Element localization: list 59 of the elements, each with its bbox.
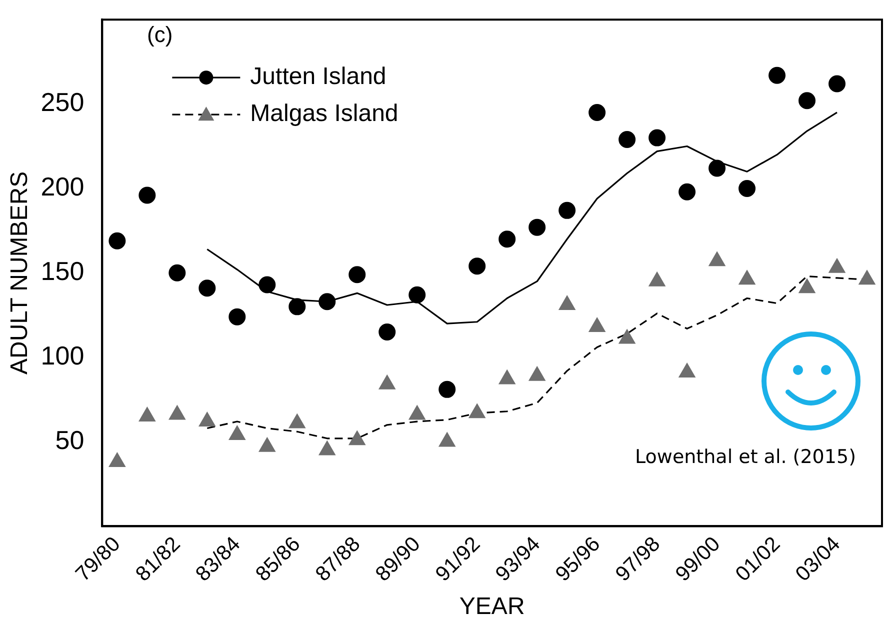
point (828, 258, 846, 273)
point (678, 363, 696, 378)
point (198, 280, 216, 297)
point (618, 131, 636, 148)
point (738, 270, 756, 285)
point (438, 432, 456, 447)
legend-label: Malgas Island (250, 100, 398, 128)
point (708, 160, 726, 177)
point (528, 366, 546, 381)
point (468, 404, 486, 418)
point (138, 406, 156, 422)
annotation: Lowenthal et al. (2015) (635, 446, 856, 468)
y-tick-label: 50 (55, 424, 84, 455)
point (558, 295, 576, 310)
point (348, 430, 366, 446)
point (228, 426, 246, 440)
y-tick-label: 150 (40, 256, 84, 286)
point (798, 278, 816, 294)
point (498, 370, 516, 384)
point (828, 75, 846, 92)
point (708, 252, 726, 266)
point (408, 405, 426, 420)
point (768, 66, 786, 84)
legend-label: Jutten Island (250, 63, 386, 90)
point (138, 186, 156, 204)
point (228, 308, 246, 326)
point (108, 232, 126, 250)
point (588, 317, 606, 332)
point (258, 437, 276, 452)
x-axis-title: YEAR (459, 593, 525, 620)
point (498, 230, 516, 248)
point (348, 266, 366, 284)
point (528, 218, 546, 236)
point (618, 329, 636, 344)
point (198, 412, 216, 427)
point (648, 129, 666, 146)
point (738, 180, 756, 197)
point (378, 374, 396, 390)
point (108, 452, 126, 468)
point (558, 202, 576, 219)
point (678, 183, 696, 200)
point (168, 405, 186, 420)
point (798, 92, 816, 110)
point (288, 298, 306, 316)
y-tick-label: 200 (40, 172, 84, 202)
point (288, 414, 306, 428)
point (168, 264, 186, 282)
annotation: (c) (147, 22, 173, 48)
y-tick-label: 100 (40, 340, 84, 371)
y-tick-label: 250 (40, 87, 84, 118)
point (258, 276, 276, 294)
point (468, 258, 486, 275)
point (318, 440, 336, 456)
point (408, 286, 426, 304)
point (318, 293, 336, 310)
point (858, 270, 876, 285)
point (588, 104, 606, 121)
point (648, 272, 666, 286)
y-axis-title: ADULT NUMBERS (6, 171, 34, 374)
